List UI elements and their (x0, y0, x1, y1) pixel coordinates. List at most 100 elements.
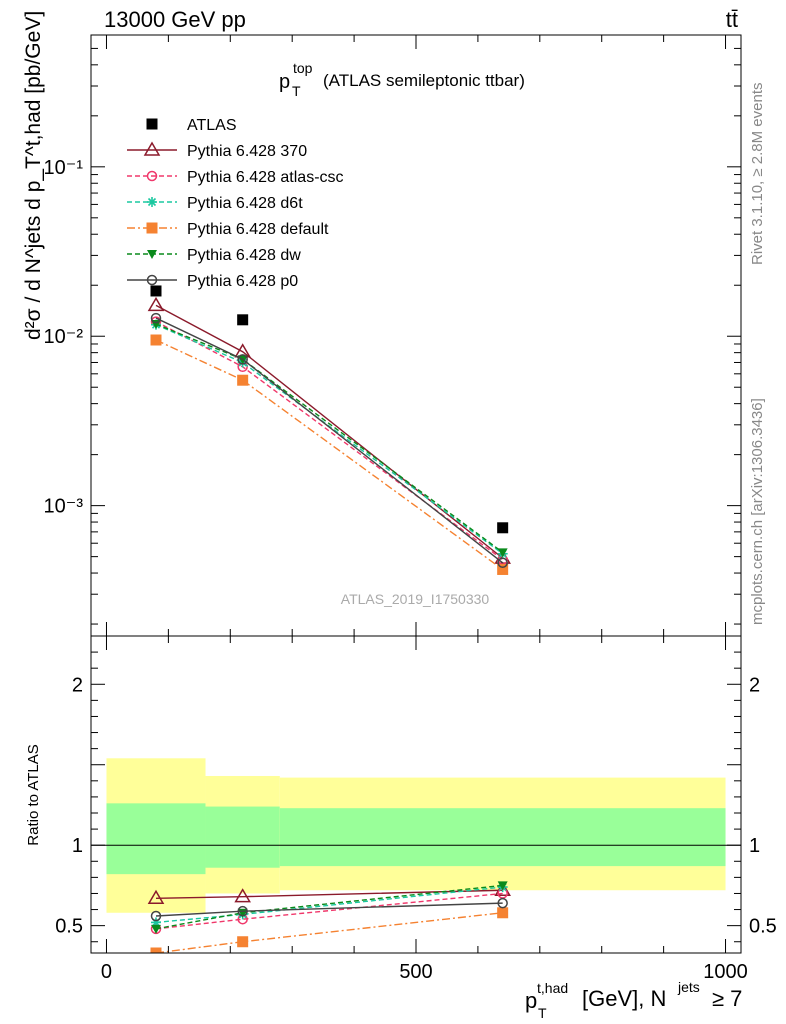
legend-marker-atlas (146, 118, 158, 130)
ratio-bands (106, 758, 726, 913)
ratio-point-dw (497, 881, 508, 891)
main-line-d6t (155, 324, 504, 555)
ratio-ytick-label-right: 1 (749, 835, 760, 857)
main-series-atlas_csc (150, 316, 508, 565)
ratio-point-default (497, 907, 509, 919)
legend-label-p0: Pythia 6.428 p0 (187, 273, 298, 290)
legend-entry-atlas: ATLAS (146, 117, 237, 134)
main-title-sup: top (293, 60, 313, 76)
ratio-ytick-label-left: 2 (72, 674, 83, 696)
legend-marker-d6t-stroke-3 (147, 197, 157, 207)
legend-entry-d6t: Pythia 6.428 d6t (127, 195, 303, 212)
main-ylabel: d²σ / d N^jets d p_T^t,had [pb/GeV] (22, 11, 45, 340)
legend-marker-dw (147, 250, 157, 259)
main-point-atlas (497, 522, 509, 534)
main-series-p370 (147, 296, 511, 564)
main-ylabel-text: d²σ / d N^jets d p_T^t,had [pb/GeV] (22, 11, 45, 340)
legend-entry-p0: Pythia 6.428 p0 (127, 273, 298, 290)
ratio-series-default (150, 907, 509, 953)
main-point-default (237, 374, 249, 386)
main-series-atlas (150, 285, 509, 534)
main-title-p: p (279, 71, 290, 93)
legend-marker-atlas_csc (146, 170, 158, 182)
main-line-dw (155, 323, 504, 553)
main-series-p0 (150, 312, 508, 569)
ratio-point-p0 (150, 910, 162, 922)
main-point-dw (497, 548, 508, 558)
ratio-point-default (150, 947, 162, 953)
main-point-p0 (237, 354, 248, 365)
main-ytick-label: 10⁻² (44, 326, 84, 348)
legend-marker-default (146, 222, 158, 234)
ratio-line-atlas_csc (155, 892, 503, 930)
main-line-p370 (155, 304, 504, 559)
main-point-default (497, 563, 509, 575)
main-line-default (155, 339, 504, 571)
main-point-p0 (150, 312, 162, 324)
rivet-label: Rivet 3.1.10, ≥ 2.8M events (749, 83, 766, 266)
main-ytick-labels: 10⁻¹ 10⁻² 10⁻³ (44, 157, 84, 518)
xlabel-sub: T (538, 1005, 547, 1021)
main-line-p0 (155, 317, 504, 564)
legend-marker-p370 (143, 141, 161, 156)
ratio-band-inner (205, 806, 280, 868)
legend-marker-d6t (147, 197, 157, 207)
legend-label-default: Pythia 6.428 default (187, 221, 329, 238)
xtick-label: 0 (101, 961, 112, 983)
ratio-ytick-label-left: 1 (72, 835, 83, 857)
watermark: ATLAS_2019_I1750330 (341, 591, 490, 607)
xtick-labels: 0 500 1000 (101, 961, 748, 983)
ratio-ytick-label-left: 0.5 (55, 916, 83, 938)
legend-label-d6t: Pythia 6.428 d6t (187, 195, 303, 212)
ratio-point-p370 (147, 889, 165, 905)
ratio-ylabel: Ratio to ATLAS (25, 744, 42, 845)
legend-entry-p370: Pythia 6.428 370 (127, 141, 307, 160)
ratio-point-p370 (234, 888, 251, 903)
legend-entry-default: Pythia 6.428 default (127, 221, 329, 238)
main-line-atlas_csc (155, 320, 504, 561)
xlabel: p t,had T [GeV], N jets ≥ 7 (525, 979, 742, 1021)
main-panel: 10⁻¹ 10⁻² 10⁻³ ATLAS_2019_I1750330 p top T… (44, 34, 742, 637)
xlabel-sup: t,had (537, 980, 568, 996)
legend: ATLAS Pythia 6.428 370 Pythia 6.428 atlas-… (127, 117, 344, 290)
main-series (147, 285, 511, 575)
main-ticks (91, 35, 741, 636)
main-point-atlas (150, 285, 162, 297)
xtick-label: 500 (399, 961, 432, 983)
main-title: p top T (ATLAS semileptonic ttbar) (279, 60, 525, 99)
ratio-line-p370 (155, 889, 503, 899)
legend-entry-dw: Pythia 6.428 dw (127, 247, 301, 264)
main-point-p0 (497, 557, 508, 569)
main-ytick-label: 10⁻¹ (44, 157, 84, 179)
ratio-ytick-label-right: 2 (749, 674, 760, 696)
xlabel-sup2: jets (677, 979, 700, 995)
main-point-atlas (237, 314, 249, 326)
ratio-series (147, 881, 511, 953)
ratio-band-inner (279, 808, 726, 867)
xlabel-rest: [GeV], N (582, 986, 666, 1011)
header-left: 13000 GeV pp (104, 7, 246, 32)
ratio-point-p370 (494, 881, 511, 896)
ratio-ytick-labels: 0.5 0.5 1 1 2 2 (55, 674, 777, 937)
legend-label-p370: Pythia 6.428 370 (187, 143, 307, 160)
main-series-dw (151, 320, 508, 558)
xlabel-p: p (525, 988, 537, 1013)
ratio-band-inner (106, 803, 206, 875)
ratio-ytick-label-right: 0.5 (749, 916, 777, 938)
ratio-series-p370 (147, 881, 511, 905)
legend-label-dw: Pythia 6.428 dw (187, 247, 301, 264)
main-point-default (150, 334, 162, 346)
ratio-ticks (91, 636, 741, 953)
legend-entry-atlas_csc: Pythia 6.428 atlas-csc (127, 169, 344, 186)
legend-marker-p0 (146, 274, 158, 286)
xlabel-tail: ≥ 7 (712, 986, 742, 1011)
ratio-line-p0 (155, 902, 503, 917)
xtick-label: 1000 (703, 961, 748, 983)
ratio-point-p0 (497, 897, 508, 909)
mcplots-label: mcplots.cern.ch [arXiv:1306.3436] (749, 398, 766, 625)
main-ytick-label: 10⁻³ (44, 496, 84, 518)
main-series-default (150, 334, 509, 575)
ratio-point-dw (151, 924, 161, 934)
main-title-rest: (ATLAS semileptonic ttbar) (323, 71, 525, 90)
